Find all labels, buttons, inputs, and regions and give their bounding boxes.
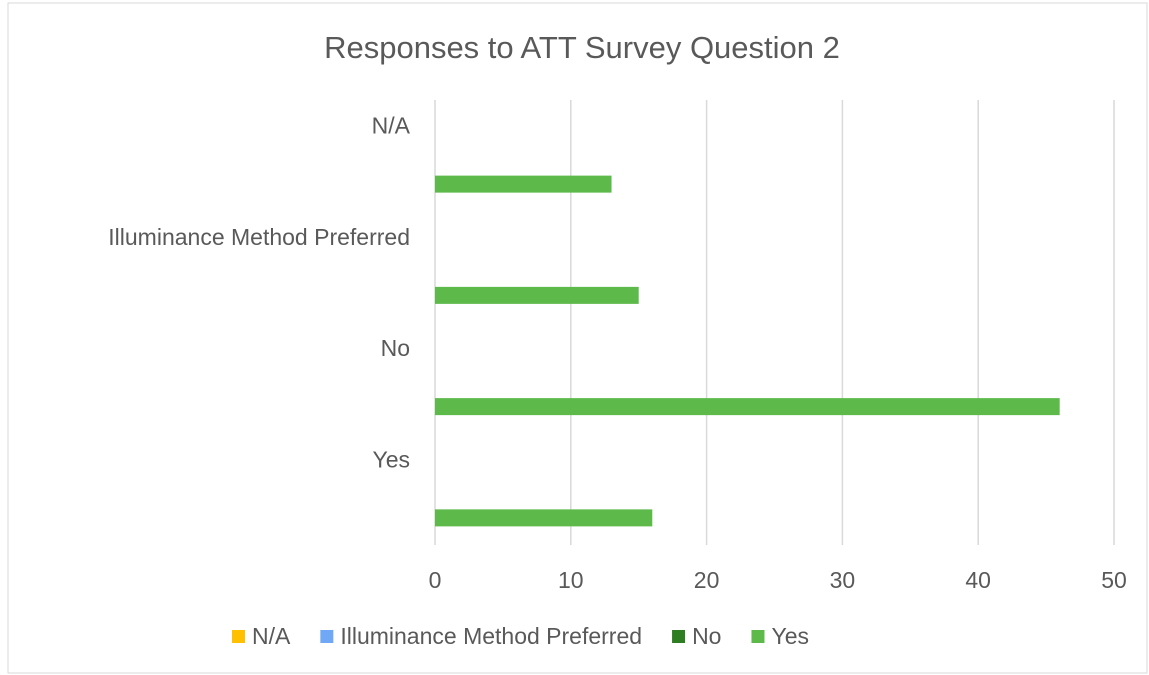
bar (435, 398, 1060, 416)
x-tick-label: 50 (1101, 567, 1127, 593)
legend-swatch (672, 630, 686, 643)
legend-swatch (232, 630, 245, 643)
x-tick-label: 30 (830, 567, 856, 593)
bar (435, 286, 639, 304)
bar (435, 175, 612, 193)
legend-label: Illuminance Method Preferred (340, 623, 642, 649)
x-tick-label: 20 (694, 567, 720, 593)
x-tick-label: 40 (965, 567, 991, 593)
chart-title: Responses to ATT Survey Question 2 (324, 30, 840, 65)
chart-frame (7, 2, 1148, 674)
legend-swatch (320, 630, 334, 643)
legend-label: No (692, 623, 721, 649)
x-tick-label: 0 (429, 567, 442, 593)
y-tick-label: No (381, 335, 410, 361)
y-tick-label: Illuminance Method Preferred (108, 224, 410, 250)
legend-label: Yes (771, 623, 809, 649)
y-tick-label: N/A (372, 113, 411, 139)
x-tick-label: 10 (558, 567, 584, 593)
legend-swatch (751, 630, 765, 643)
y-tick-label: Yes (372, 446, 410, 472)
bar (435, 509, 653, 527)
legend-label: N/A (252, 623, 291, 649)
